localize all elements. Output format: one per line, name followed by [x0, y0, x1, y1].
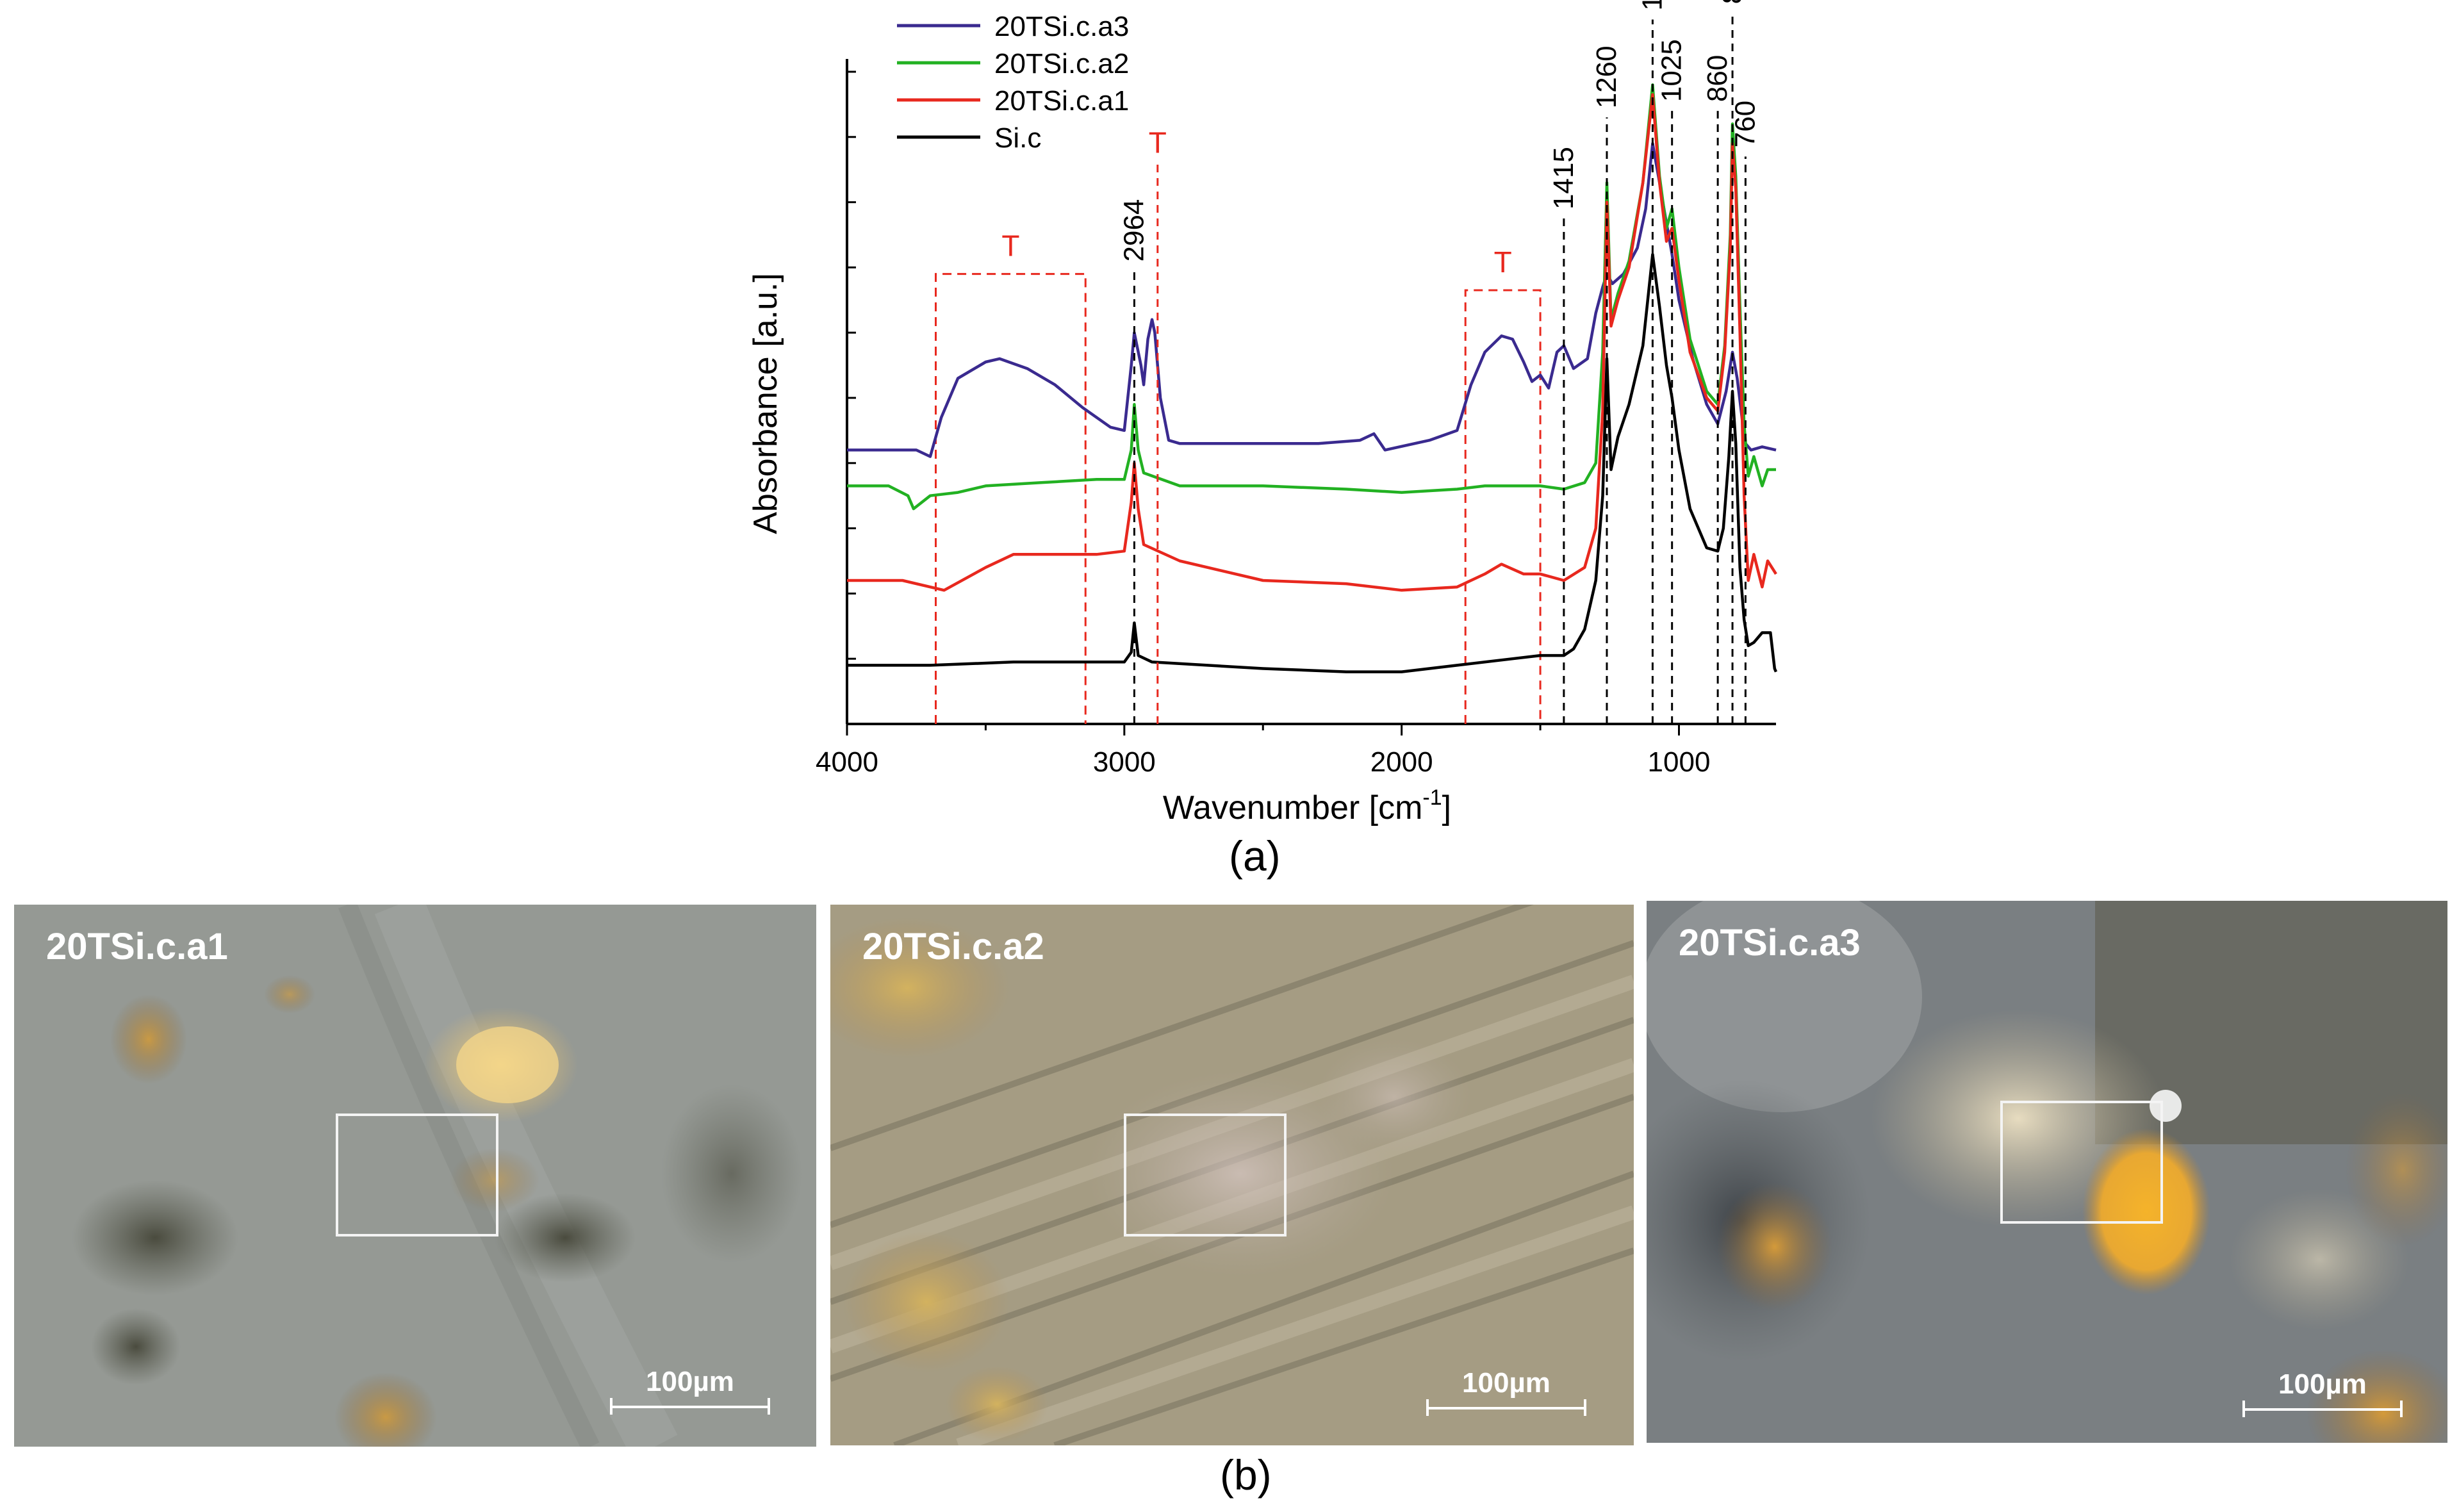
peak-label-1095: 1095 [1636, 0, 1668, 11]
micrograph-a2-label: 20TSi.c.a2 [862, 926, 1044, 967]
micrograph-a3: 20TSi.c.a3 100µm [1647, 901, 2447, 1443]
micrograph-a1: 20TSi.c.a1 100µm [14, 905, 816, 1447]
peak-label-1415: 1415 [1548, 147, 1579, 210]
scale-bar-a1: 100µm [610, 1366, 770, 1417]
micrograph-a1-label: 20TSi.c.a1 [46, 926, 228, 967]
region-label-1: T [1494, 245, 1512, 279]
peak-label-T: T [1149, 126, 1167, 160]
series-line-20TSi.c.a3 [847, 142, 1777, 458]
micrograph-a3-image [1647, 901, 2447, 1443]
peak-label-760: 760 [1729, 101, 1761, 147]
x-tick-label: 3000 [1093, 746, 1156, 778]
caption-a: (a) [1229, 832, 1281, 880]
legend-label-Si.c: Si.c [994, 122, 1041, 154]
peak-label-2964: 2964 [1118, 199, 1149, 262]
caption-b: (b) [1220, 1451, 1272, 1499]
roi-box-a2 [1124, 1113, 1287, 1237]
series-line-20TSi.c.a1 [847, 93, 1777, 592]
legend-label-20TSi.c.a2: 20TSi.c.a2 [994, 48, 1129, 79]
x-tick-label: 1000 [1648, 746, 1711, 778]
scale-bar-a3-text: 100µm [2278, 1368, 2367, 1400]
roi-box-a1 [336, 1113, 498, 1237]
scale-bar-a1-text: 100µm [646, 1366, 734, 1397]
series-line-Si.c [847, 252, 1778, 673]
micrograph-a3-label: 20TSi.c.a3 [1679, 922, 1861, 964]
peak-label-1025: 1025 [1656, 39, 1688, 102]
peak-label-860: 860 [1702, 55, 1733, 102]
legend-label-20TSi.c.a1: 20TSi.c.a1 [994, 85, 1129, 117]
scale-bar-a2-text: 100µm [1462, 1367, 1550, 1399]
peak-label-1260: 1260 [1591, 45, 1622, 108]
series-line-20TSi.c.a2 [847, 83, 1776, 511]
x-axis-label: Wavenumber [cm-1] [1163, 785, 1451, 826]
micrograph-a1-image [14, 905, 816, 1447]
micrograph-a2: 20TSi.c.a2 100µm [830, 905, 1634, 1445]
region-box-1 [1464, 289, 1542, 724]
x-tick-label: 2000 [1370, 746, 1433, 778]
legend-label-20TSi.c.a3: 20TSi.c.a3 [994, 11, 1129, 42]
peak-label-807: 807 [1716, 0, 1748, 4]
ftir-chart: 4000 3000 2000 1000 T T 2964 T 1415 1260 1095 1025 8… [747, 0, 1778, 826]
x-tick-label: 4000 [816, 746, 878, 778]
region-label-0: T [1001, 229, 1019, 263]
y-axis-label: Absorbance [a.u.] [747, 273, 784, 534]
scale-bar-a2: 100µm [1426, 1367, 1586, 1418]
roi-box-a3 [2000, 1101, 2163, 1224]
region-box-0 [935, 273, 1087, 724]
micrograph-a2-image [830, 905, 1634, 1445]
scale-bar-a3: 100µm [2242, 1368, 2403, 1420]
